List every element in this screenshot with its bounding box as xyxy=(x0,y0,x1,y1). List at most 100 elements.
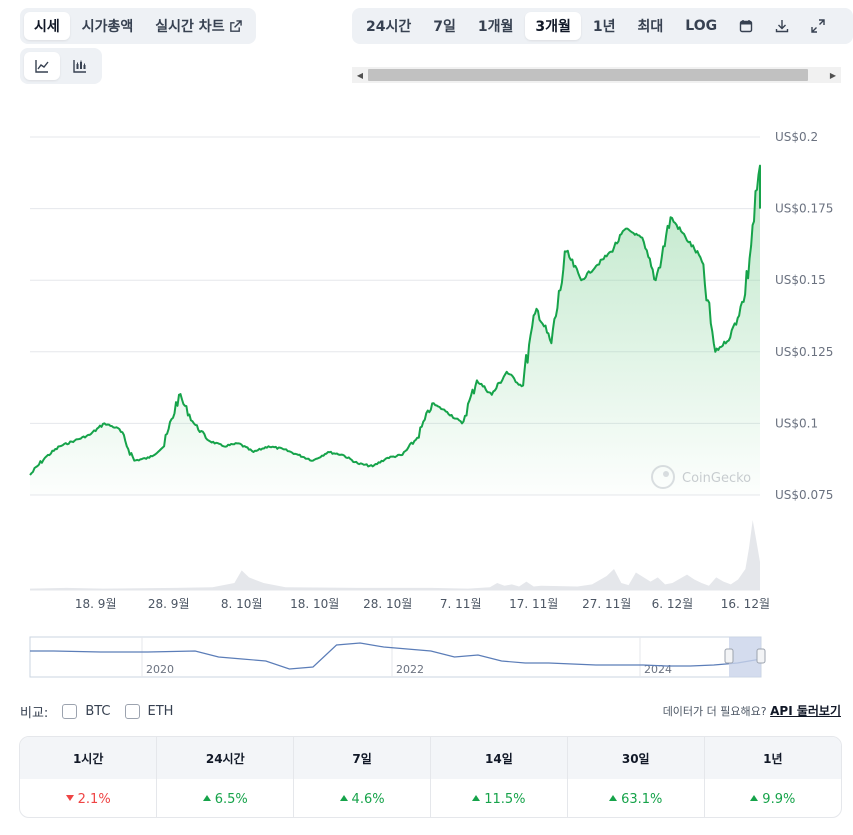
api-link[interactable]: API 둘러보기 xyxy=(770,704,841,718)
y-tick-label: US$0.1 xyxy=(775,416,818,430)
navigator-line xyxy=(30,642,762,670)
navigator-right-handle[interactable] xyxy=(756,648,766,664)
perf-value-1y-text: 9.9% xyxy=(762,791,796,807)
perf-value-7d-text: 4.6% xyxy=(351,791,385,807)
candlestick-chart-button[interactable] xyxy=(62,52,98,80)
perf-header-1y: 1년 xyxy=(704,737,841,779)
x-tick-label: 28. 9월 xyxy=(148,597,190,611)
performance-value-row: 2.1% 6.5% 4.6% 11.5% 63.1% 9.9% xyxy=(20,779,841,817)
perf-value-14d-text: 11.5% xyxy=(484,791,526,807)
range-max-label: 최대 xyxy=(637,19,664,35)
range-selector: 24시간 7일 1개월 3개월 1년 최대 LOG xyxy=(352,8,853,44)
volume-area xyxy=(30,520,760,590)
tab-market-cap-label: 시가총액 xyxy=(81,19,134,35)
coingecko-logo-icon xyxy=(651,465,675,489)
api-promo: 데이터가 더 필요해요? API 둘러보기 xyxy=(663,702,841,719)
perf-header-24h: 24시간 xyxy=(156,737,295,779)
perf-value-24h-text: 6.5% xyxy=(214,791,248,807)
perf-header-30d: 30일 xyxy=(567,737,705,779)
perf-header-1h: 1시간 xyxy=(20,737,158,779)
price-area xyxy=(30,165,760,495)
perf-value-30d-text: 63.1% xyxy=(621,791,663,807)
tab-live-chart-label: 실시간 차트 xyxy=(155,19,225,35)
compare-eth-label[interactable]: ETH xyxy=(147,703,174,719)
perf-value-24h: 6.5% xyxy=(156,779,295,817)
candlestick-icon xyxy=(73,60,86,73)
navigator-selection[interactable] xyxy=(729,637,761,677)
x-tick-label: 16. 12월 xyxy=(721,597,770,611)
performance-header-row: 1시간 24시간 7일 14일 30일 1년 xyxy=(20,737,841,779)
range-7d[interactable]: 7일 xyxy=(423,12,466,40)
range-24h-label: 24시간 xyxy=(366,19,412,35)
compare-btc-checkbox[interactable] xyxy=(62,703,78,719)
log-scale-label: LOG xyxy=(685,18,718,34)
log-scale-button[interactable]: LOG xyxy=(675,12,727,40)
tab-price[interactable]: 시세 xyxy=(24,12,70,40)
coingecko-watermark: CoinGecko xyxy=(651,465,751,489)
expand-icon xyxy=(811,19,825,33)
price-chart[interactable]: US$0.2 US$0.175 US$0.15 US$0.125 US$0.1 US$0.… xyxy=(0,95,853,685)
y-tick-label: US$0.125 xyxy=(775,345,833,359)
x-tick-label: 8. 10월 xyxy=(221,597,263,611)
tab-live-chart[interactable]: 실시간 차트 xyxy=(145,12,251,40)
download-icon xyxy=(775,20,789,33)
external-link-icon xyxy=(229,19,242,32)
perf-value-30d: 63.1% xyxy=(567,779,705,817)
scrollbar-thumb[interactable] xyxy=(368,69,808,81)
chart-type-toggle xyxy=(20,48,102,84)
perf-value-1h-text: 2.1% xyxy=(77,791,111,807)
range-scrollbar[interactable]: ◀ ▶ xyxy=(352,67,841,83)
navigator-label-2022: 2022 xyxy=(396,663,424,676)
range-max[interactable]: 최대 xyxy=(628,12,674,40)
x-tick-label: 18. 9월 xyxy=(75,597,117,611)
x-tick-label: 6. 12월 xyxy=(652,597,694,611)
perf-header-14d: 14일 xyxy=(430,737,568,779)
navigator[interactable]: 2020 2022 2024 xyxy=(29,636,766,678)
perf-value-1y: 9.9% xyxy=(704,779,841,817)
api-promo-text: 데이터가 더 필요해요? xyxy=(662,705,767,718)
range-1y-label: 1년 xyxy=(592,19,616,35)
compare-bar: 비교: BTC ETH xyxy=(20,700,173,722)
range-7d-label: 7일 xyxy=(433,19,456,35)
line-chart-button[interactable] xyxy=(24,52,60,80)
up-triangle-icon xyxy=(202,795,211,801)
range-3m[interactable]: 3개월 xyxy=(525,12,581,40)
range-24h[interactable]: 24시간 xyxy=(356,12,421,40)
y-tick-label: US$0.175 xyxy=(775,202,833,216)
tab-price-label: 시세 xyxy=(34,19,60,35)
tab-market-cap[interactable]: 시가총액 xyxy=(72,12,144,40)
watermark-text: CoinGecko xyxy=(682,471,751,486)
up-triangle-icon xyxy=(609,795,618,801)
down-triangle-icon xyxy=(65,795,74,801)
perf-header-7d: 7일 xyxy=(293,737,431,779)
up-triangle-icon xyxy=(750,795,759,801)
perf-value-7d: 4.6% xyxy=(293,779,431,817)
performance-table: 1시간 24시간 7일 14일 30일 1년 2.1% 6.5% 4.6% 11… xyxy=(19,736,842,818)
range-1m-label: 1개월 xyxy=(477,19,514,35)
x-tick-label: 27. 11월 xyxy=(582,597,631,611)
range-1y[interactable]: 1년 xyxy=(583,12,626,40)
compare-label: 비교: xyxy=(20,705,49,721)
y-tick-label: US$0.15 xyxy=(775,273,826,287)
x-tick-label: 28. 10월 xyxy=(363,597,412,611)
up-triangle-icon xyxy=(339,795,348,801)
y-tick-label: US$0.2 xyxy=(775,130,818,144)
download-button[interactable] xyxy=(765,12,799,40)
calendar-icon xyxy=(739,20,753,33)
range-3m-label: 3개월 xyxy=(535,19,571,35)
line-chart-icon xyxy=(35,60,49,73)
price-line xyxy=(29,164,761,476)
expand-button[interactable] xyxy=(801,12,835,40)
scroll-right-arrow-icon[interactable]: ▶ xyxy=(829,70,837,80)
compare-eth-checkbox[interactable] xyxy=(124,703,140,719)
navigator-label-2020: 2020 xyxy=(146,663,174,676)
up-triangle-icon xyxy=(472,795,481,801)
range-1m[interactable]: 1개월 xyxy=(468,12,524,40)
x-tick-label: 7. 11월 xyxy=(440,597,482,611)
x-tick-label: 17. 11월 xyxy=(509,597,558,611)
compare-btc-label[interactable]: BTC xyxy=(85,703,111,719)
perf-value-14d: 11.5% xyxy=(430,779,568,817)
calendar-button[interactable] xyxy=(729,12,763,40)
scroll-left-arrow-icon[interactable]: ◀ xyxy=(356,70,364,80)
navigator-left-handle[interactable] xyxy=(724,648,734,664)
